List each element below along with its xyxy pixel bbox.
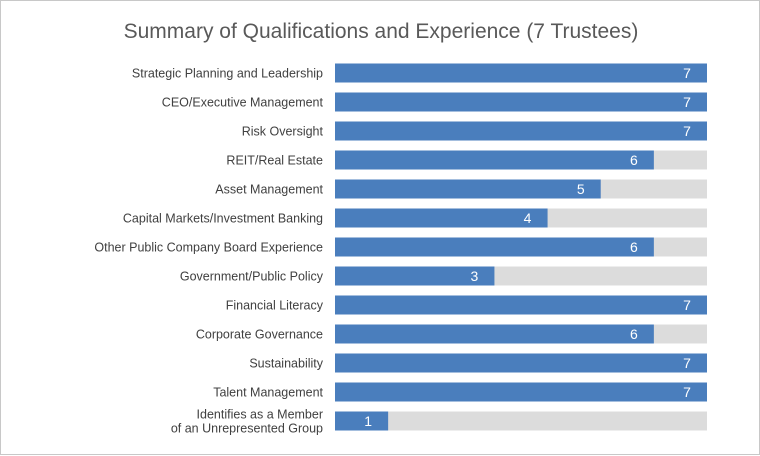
bar: [335, 295, 707, 315]
data-label: 7: [683, 384, 691, 400]
category-label: Identifies as a Member of an Unrepresente…: [171, 408, 323, 436]
data-label: 1: [364, 413, 372, 429]
category-label: CEO/Executive Management: [162, 96, 324, 110]
bar: [335, 411, 389, 431]
data-label: 7: [683, 297, 691, 313]
bar: [335, 382, 707, 402]
bar: [335, 121, 707, 141]
data-label: 6: [630, 239, 638, 255]
bar: [335, 179, 601, 199]
category-label: Financial Literacy: [226, 299, 324, 313]
category-label: REIT/Real Estate: [226, 154, 323, 168]
category-label: Sustainability: [249, 357, 323, 371]
data-label: 7: [683, 123, 691, 139]
category-label: Asset Management: [215, 183, 323, 197]
category-label: Government/Public Policy: [180, 270, 324, 284]
bar: [335, 92, 707, 112]
bar-track: [335, 411, 707, 431]
category-label: Risk Oversight: [242, 125, 324, 139]
category-label: Capital Markets/Investment Banking: [123, 212, 323, 226]
data-label: 6: [630, 326, 638, 342]
bar: [335, 150, 654, 170]
bar: [335, 266, 495, 286]
bars-layer: 7 Strategic Planning and Leadership 7 CEO/E…: [94, 63, 707, 436]
data-label: 5: [577, 181, 585, 197]
data-label: 7: [683, 94, 691, 110]
bar: [335, 63, 707, 83]
category-label: Talent Management: [213, 386, 323, 400]
data-label: 3: [471, 268, 479, 284]
data-label: 7: [683, 65, 691, 81]
data-label: 4: [524, 210, 532, 226]
category-label: Other Public Company Board Experience: [94, 241, 323, 255]
data-label: 6: [630, 152, 638, 168]
bar: [335, 237, 654, 257]
chart-title: Summary of Qualifications and Experience…: [124, 20, 639, 43]
data-label: 7: [683, 355, 691, 371]
bar: [335, 353, 707, 373]
bar: [335, 208, 548, 228]
category-label: Corporate Governance: [196, 328, 323, 342]
bar: [335, 324, 654, 344]
category-label: Strategic Planning and Leadership: [132, 67, 323, 81]
